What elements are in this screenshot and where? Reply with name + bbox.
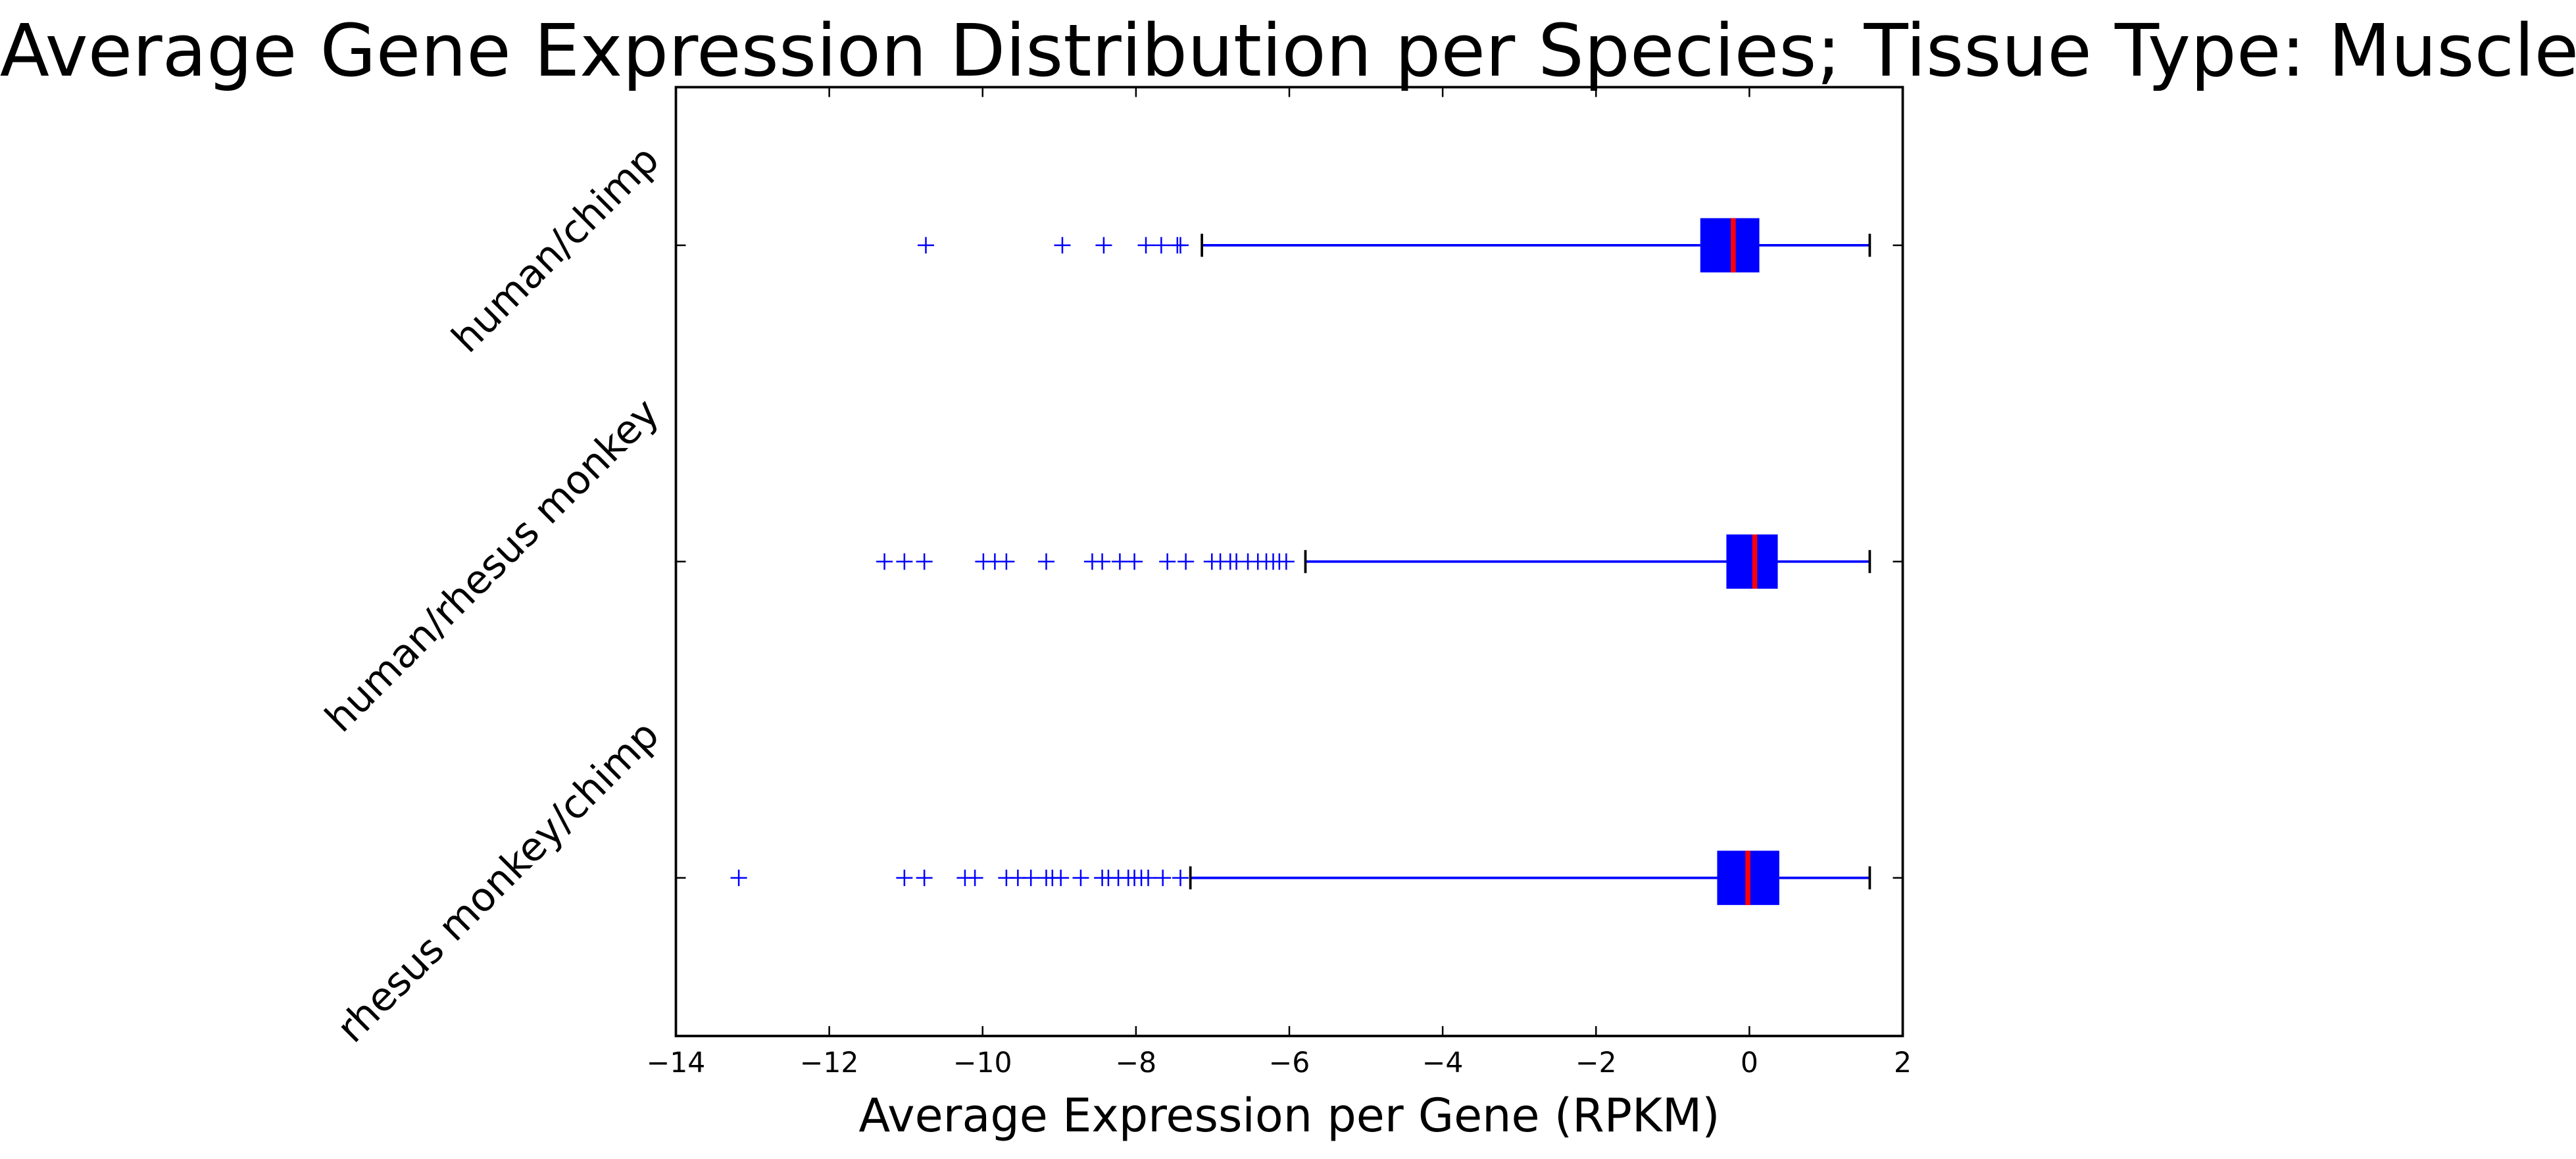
- y-tick-label: human/chimp: [443, 137, 668, 362]
- flier: [1111, 553, 1128, 570]
- y-tick-label: rhesus monkey/chimp: [328, 712, 668, 1052]
- flier: [730, 870, 747, 887]
- flier: [1126, 553, 1143, 570]
- flier: [1177, 553, 1195, 570]
- x-tick-label: −6: [1269, 1047, 1310, 1079]
- x-tick-label: −14: [647, 1047, 706, 1079]
- y-tick-label: human/rhesus monkey: [316, 389, 668, 741]
- flier: [1054, 237, 1071, 254]
- plot-frame: [674, 86, 1904, 1037]
- flier: [1140, 870, 1157, 887]
- x-tick-label: −4: [1422, 1047, 1464, 1079]
- box: [1700, 218, 1760, 273]
- flier: [876, 553, 893, 570]
- flier: [1159, 553, 1176, 570]
- flier: [916, 553, 933, 570]
- flier: [896, 870, 913, 887]
- flier: [966, 870, 983, 887]
- flier: [896, 553, 913, 570]
- flier: [1172, 237, 1189, 254]
- flier: [1072, 870, 1089, 887]
- flier: [998, 553, 1015, 570]
- x-tick-label: 0: [1741, 1047, 1758, 1079]
- flier: [1172, 870, 1189, 887]
- flier: [1152, 237, 1170, 254]
- flier: [1137, 237, 1154, 254]
- x-tick-label: −10: [953, 1047, 1012, 1079]
- flier: [917, 237, 934, 254]
- flier: [916, 870, 933, 887]
- flier: [1053, 870, 1070, 887]
- flier: [1094, 553, 1111, 570]
- flier: [1095, 237, 1112, 254]
- flier: [1277, 553, 1295, 570]
- box: [1726, 534, 1778, 589]
- x-tick-label: −2: [1575, 1047, 1617, 1079]
- flier: [1154, 870, 1172, 887]
- x-axis-label: Average Expression per Gene (RPKM): [858, 1089, 1720, 1143]
- x-tick-label: −12: [800, 1047, 859, 1079]
- chart-title: Average Gene Expression Distribution per…: [0, 9, 2576, 93]
- x-tick-label: −8: [1116, 1047, 1157, 1079]
- flier: [1022, 870, 1039, 887]
- x-tick-label: 2: [1894, 1047, 1912, 1079]
- flier: [1037, 553, 1054, 570]
